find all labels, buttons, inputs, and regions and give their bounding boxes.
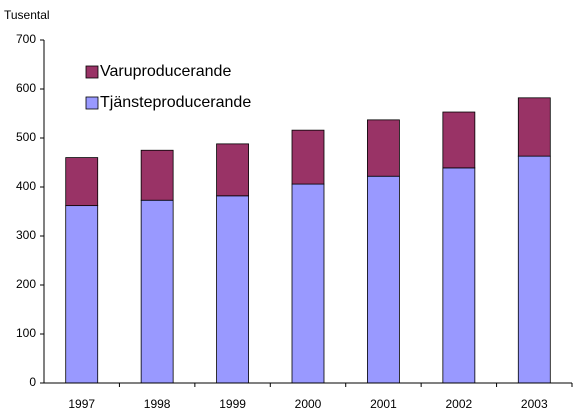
- bar-segment: [517, 97, 551, 157]
- bar-segment: [291, 183, 325, 384]
- legend-swatch: [85, 96, 99, 110]
- y-tick-label: 400: [16, 179, 36, 193]
- bar-segment: [291, 129, 325, 185]
- legend-swatch: [85, 65, 99, 79]
- bar-segment: [517, 155, 551, 384]
- bar-segment: [442, 167, 476, 384]
- y-tick-label: 600: [16, 81, 36, 95]
- x-tick-label: 2000: [295, 397, 322, 411]
- y-tick-label: 300: [16, 228, 36, 242]
- x-tick-label: 1999: [219, 397, 246, 411]
- x-tick-label: 2001: [370, 397, 397, 411]
- y-tick-label: 100: [16, 326, 36, 340]
- bar-segment: [65, 157, 99, 207]
- bar-segment: [140, 199, 174, 384]
- y-tick-label: 500: [16, 130, 36, 144]
- bar-segment: [367, 175, 400, 384]
- bar-segment: [65, 205, 99, 384]
- x-tick-label: 1997: [68, 397, 95, 411]
- y-tick-label: 0: [29, 375, 36, 389]
- bar-segment: [367, 119, 400, 177]
- x-tick-label: 2002: [446, 397, 473, 411]
- bar-segment: [216, 143, 249, 197]
- y-tick-label: 700: [16, 32, 36, 46]
- y-tick-label: 200: [16, 277, 36, 291]
- bar-segment: [216, 195, 249, 384]
- x-tick-label: 2003: [521, 397, 548, 411]
- legend-label: Varuproducerande: [100, 63, 231, 80]
- x-tick-label: 1998: [144, 397, 171, 411]
- y-axis-label: Tusental: [4, 8, 50, 22]
- legend-label: Tjänsteproducerande: [100, 94, 251, 111]
- bar-segment: [442, 111, 476, 169]
- bar-segment: [140, 149, 174, 201]
